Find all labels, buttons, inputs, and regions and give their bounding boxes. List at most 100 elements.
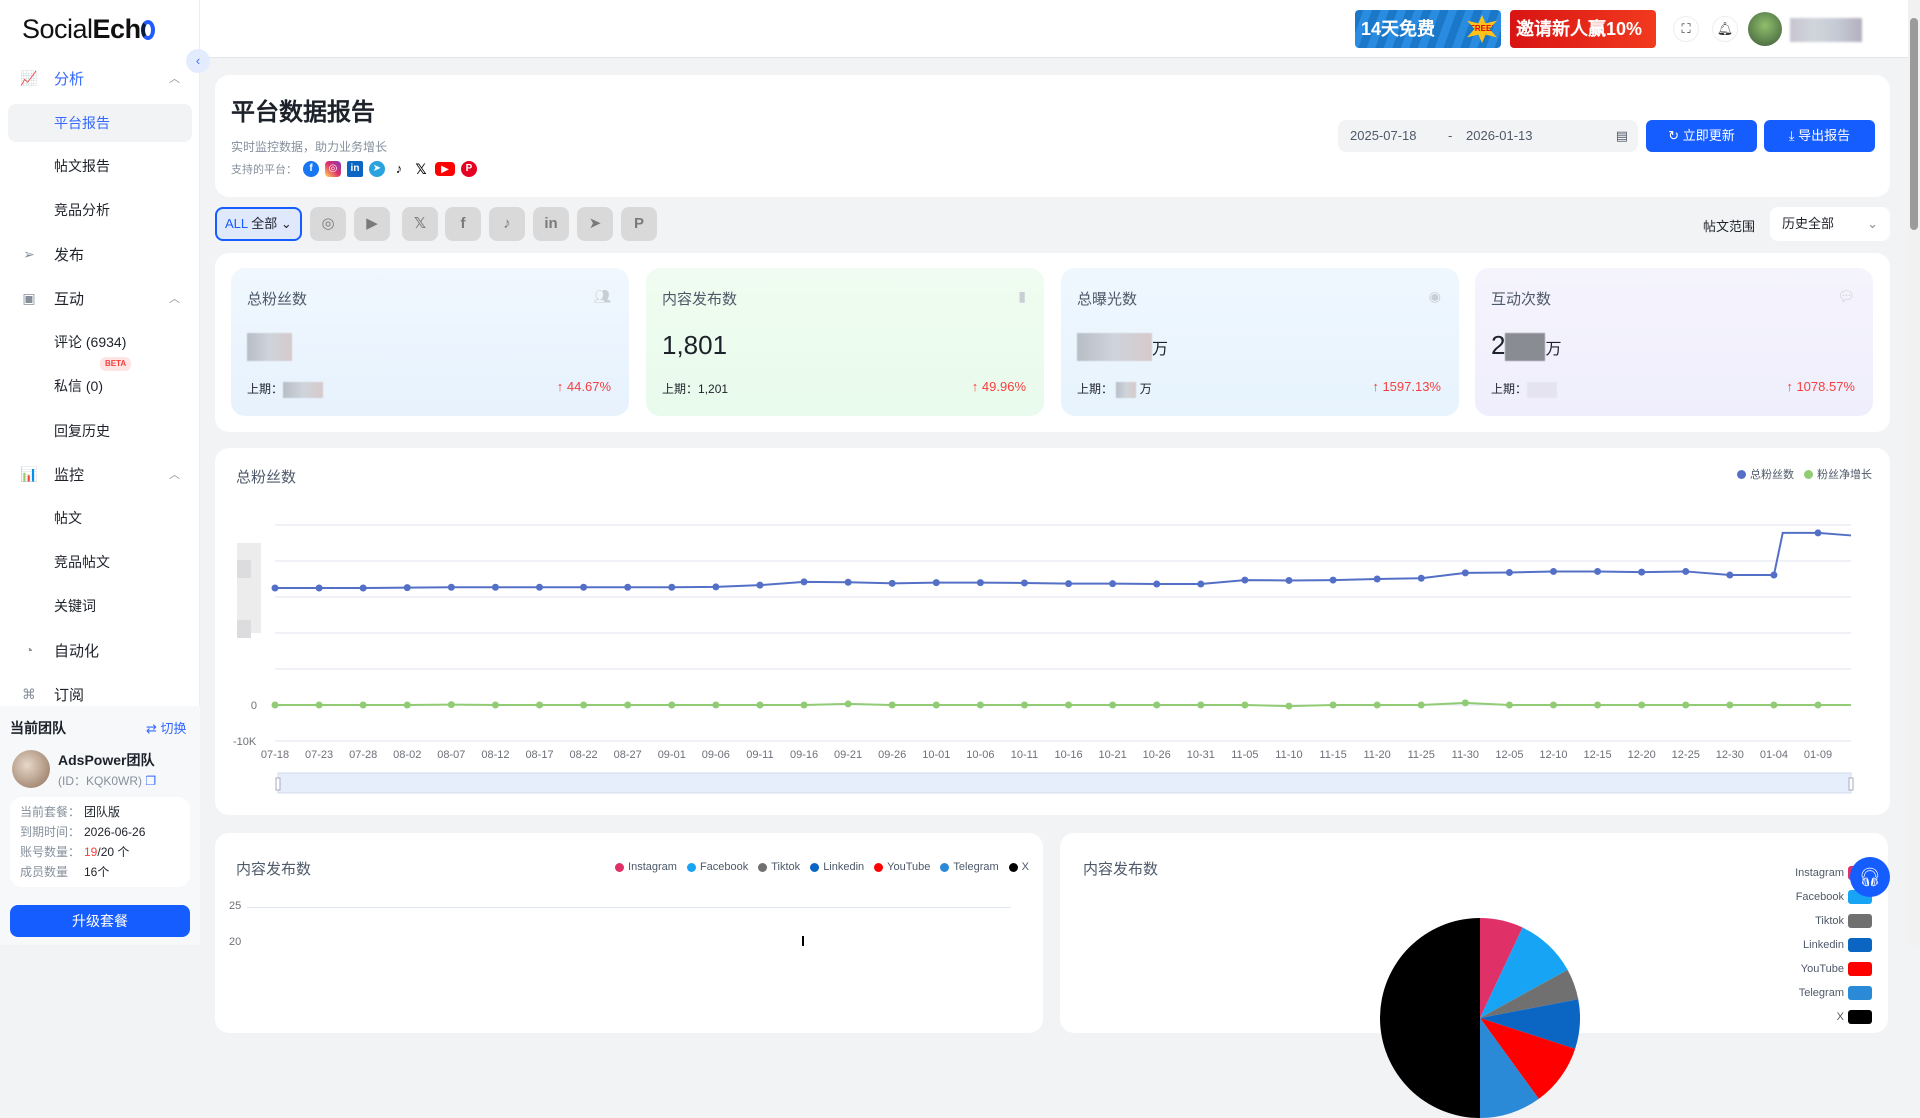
instagram-icon: ◎	[325, 161, 341, 177]
sidebar-item-messages[interactable]: 私信 (0)	[54, 378, 103, 394]
y-tick-label: 20	[229, 936, 242, 948]
filter-x-icon[interactable]: 𝕏	[402, 207, 438, 241]
platform-filter-all[interactable]: ALL 全部 ⌄	[215, 207, 302, 241]
sidebar-group-subscription[interactable]: ⌘ 订阅	[22, 685, 85, 704]
collapse-sidebar-button[interactable]: ‹	[186, 49, 210, 73]
filter-telegram-icon[interactable]: ➤	[577, 207, 613, 241]
linkedin-icon: in	[347, 161, 363, 177]
redacted-value	[283, 381, 324, 398]
data-point	[932, 701, 940, 709]
filter-pinterest-icon[interactable]: P	[621, 207, 657, 241]
sidebar-group-analysis[interactable]: 📈 分析 ︿	[20, 69, 180, 88]
pie-legend-item[interactable]: Linkedin	[1795, 933, 1872, 957]
followers-line-chart[interactable]: 0 -10K 07-18 07-23 07-28 08-02 08-07 08-12 08-17…	[215, 448, 1890, 815]
series-line-0	[275, 531, 1852, 589]
chart-title: 内容发布数	[1083, 861, 1159, 878]
sidebar-item-competitor-analysis[interactable]: 竞品分析	[54, 202, 110, 218]
legend-label: Linkedin	[1803, 939, 1844, 951]
data-point	[359, 584, 367, 592]
legend-dot-growth[interactable]	[1804, 469, 1813, 479]
support-headset-icon[interactable]: 🎧︎	[1850, 857, 1890, 897]
user-avatar[interactable]	[1748, 12, 1782, 46]
page-title: 平台数据报告	[231, 99, 375, 126]
message-icon: ▣	[22, 289, 36, 306]
fullscreen-button[interactable]: ⛶	[1673, 16, 1699, 42]
legend-label[interactable]: Facebook	[699, 861, 749, 873]
telegram-icon: ➤	[369, 161, 385, 177]
legend-label[interactable]: YouTube	[887, 861, 931, 873]
data-point	[1549, 701, 1557, 709]
bell-icon[interactable]: 🔔︎	[1712, 16, 1738, 42]
data-point	[888, 579, 896, 587]
pie-legend-item[interactable]: Telegram	[1795, 981, 1872, 1005]
chat-icon: 💬︎	[1837, 288, 1855, 304]
copy-icon[interactable]: ❐	[145, 774, 157, 788]
logo[interactable]: SocialEch	[22, 14, 155, 45]
filter-facebook-icon[interactable]: f	[445, 207, 481, 241]
refresh-button[interactable]: ↻ 立即更新	[1646, 120, 1757, 152]
redacted-value	[1116, 381, 1137, 398]
x-tick-label: 09-01	[658, 749, 686, 761]
sidebar-item-comments[interactable]: 评论 (6934)	[54, 334, 127, 350]
data-point	[800, 578, 808, 586]
sidebar-item-keywords[interactable]: 关键词	[54, 598, 96, 614]
data-point	[271, 584, 279, 592]
export-report-button[interactable]: ⤓ 导出报告	[1764, 120, 1875, 152]
sidebar-item-post-report[interactable]: 帖文报告	[54, 158, 110, 174]
x-tick-label: 11-15	[1319, 749, 1346, 761]
date-range-picker[interactable]: 2025-07-18 - 2026-01-13 ▤	[1338, 120, 1638, 152]
sidebar-item-posts[interactable]: 帖文	[54, 510, 82, 526]
filter-tiktok-icon[interactable]: ♪	[489, 207, 525, 241]
legend-label[interactable]: Tiktok	[771, 861, 801, 873]
legend-dot[interactable]	[874, 862, 884, 872]
sidebar-group-monitor[interactable]: 📊 监控 ︿	[20, 465, 180, 484]
legend-dot[interactable]	[686, 862, 696, 872]
data-point	[624, 701, 632, 709]
chart-title: 总粉丝数	[236, 469, 297, 486]
legend-label[interactable]: Linkedin	[823, 861, 865, 873]
sidebar-group-interaction[interactable]: ▣ 互动 ︿	[20, 286, 180, 310]
legend-label[interactable]: X	[1021, 861, 1029, 873]
sidebar-group-automation[interactable]: ◔ 自动化	[20, 638, 180, 662]
legend-dot[interactable]	[615, 862, 625, 872]
pie-legend-item[interactable]: YouTube	[1795, 957, 1872, 981]
legend-swatch	[1848, 986, 1872, 1001]
data-point	[1109, 580, 1117, 588]
filter-instagram-icon[interactable]: ◎	[310, 207, 346, 241]
pie-legend-item[interactable]: Tiktok	[1795, 909, 1872, 933]
filter-youtube-icon[interactable]: ▶	[354, 207, 390, 241]
posts-distribution-card: 内容发布数 Instagram Facebook Tiktok Linkedin You…	[1060, 833, 1888, 1118]
data-point	[580, 701, 588, 709]
invite-banner[interactable]: 邀请新人赢10%	[1510, 10, 1656, 48]
x-tick-label: 08-02	[393, 749, 421, 761]
legend-dot[interactable]	[758, 862, 768, 872]
sidebar-group-publish[interactable]: ➢ 发布	[20, 242, 180, 266]
y-tick-label: -10K	[233, 736, 257, 748]
sidebar-item-competitor-posts[interactable]: 竞品帖文	[54, 554, 110, 570]
legend-label[interactable]: Instagram	[628, 861, 677, 873]
legend-swatch	[1848, 962, 1872, 977]
post-range-select[interactable]: 历史全部 ⌄	[1770, 207, 1890, 241]
legend-dot[interactable]	[810, 862, 820, 872]
posts-pie-chart[interactable]	[1380, 918, 1580, 1118]
upgrade-plan-button[interactable]: 升级套餐	[10, 905, 190, 937]
legend-dot[interactable]	[940, 862, 950, 872]
sidebar-item-reply-history[interactable]: 回复历史	[54, 423, 110, 439]
user-name-redacted[interactable]	[1790, 18, 1862, 42]
legend-dot-total[interactable]	[1737, 469, 1746, 479]
followers-chart-card: 总粉丝数 总粉丝数 粉丝净增长 0 -10K 07-18 07-23 07-28 08-0…	[215, 448, 1890, 815]
data-point	[1153, 701, 1161, 709]
free-trial-banner[interactable]: 14天免费 FREE!	[1355, 10, 1501, 48]
sidebar-item-platform-report[interactable]: 平台报告	[8, 104, 192, 142]
data-point	[1505, 569, 1513, 577]
scrollbar[interactable]	[1908, 0, 1920, 945]
legend-dot[interactable]	[1008, 862, 1018, 872]
filter-linkedin-icon[interactable]: in	[533, 207, 569, 241]
scrollbar-thumb[interactable]	[1910, 18, 1918, 230]
legend-label[interactable]: Telegram	[953, 861, 999, 873]
tiktok-icon: ♪	[391, 161, 407, 177]
x-tick-label: 07-28	[349, 749, 377, 761]
data-point	[1329, 576, 1337, 584]
pie-legend-item[interactable]: X	[1795, 1005, 1872, 1029]
switch-team-button[interactable]: ⇄ 切换	[146, 721, 187, 736]
